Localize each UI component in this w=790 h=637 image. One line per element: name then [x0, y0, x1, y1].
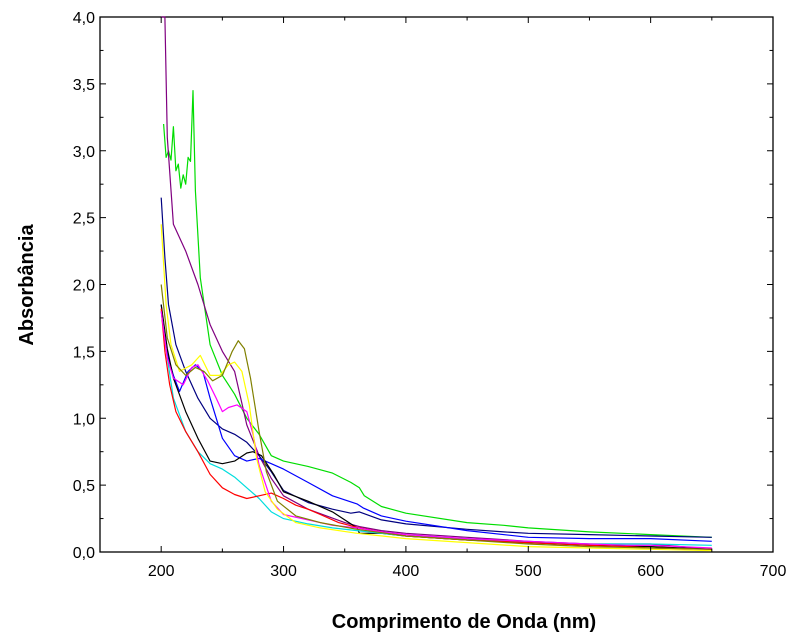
series-line-4 [160, 304, 712, 542]
x-tick-label: 400 [393, 563, 420, 580]
axis-ticks [99, 16, 774, 553]
series-lines [160, 16, 712, 552]
series-line-8 [160, 311, 712, 549]
y-tick-label: 2,5 [73, 211, 95, 228]
y-tick-label: 0,0 [73, 545, 95, 562]
y-tick-label: 1,0 [73, 411, 95, 428]
series-line-3 [160, 197, 712, 538]
series-line-2 [161, 16, 712, 550]
x-tick-label: 500 [515, 563, 542, 580]
x-tick-label: 600 [637, 563, 664, 580]
series-line-6 [160, 311, 712, 546]
y-tick-label: 4,0 [73, 10, 95, 27]
x-tick-label: 300 [270, 563, 297, 580]
y-axis-title: Absorbância [16, 224, 38, 346]
series-line-10 [160, 284, 712, 550]
x-axis-title: Comprimento de Onda (nm) [332, 611, 596, 633]
y-tick-label: 0,5 [73, 478, 95, 495]
y-tick-label: 2,0 [73, 278, 95, 295]
y-tick-label: 1,5 [73, 344, 95, 361]
series-line-9 [160, 224, 712, 552]
series-line-7 [160, 308, 712, 550]
x-tick-label: 700 [760, 563, 787, 580]
series-line-1 [163, 90, 712, 538]
y-tick-label: 3,0 [73, 144, 95, 161]
x-tick-label: 200 [148, 563, 175, 580]
series-line-5 [160, 304, 712, 550]
tick-labels: 200 300 400 500 600 700 0,0 0,5 1,0 1,5 2,0 2,5 3,0 3… [73, 10, 787, 580]
y-tick-label: 3,5 [73, 77, 95, 94]
